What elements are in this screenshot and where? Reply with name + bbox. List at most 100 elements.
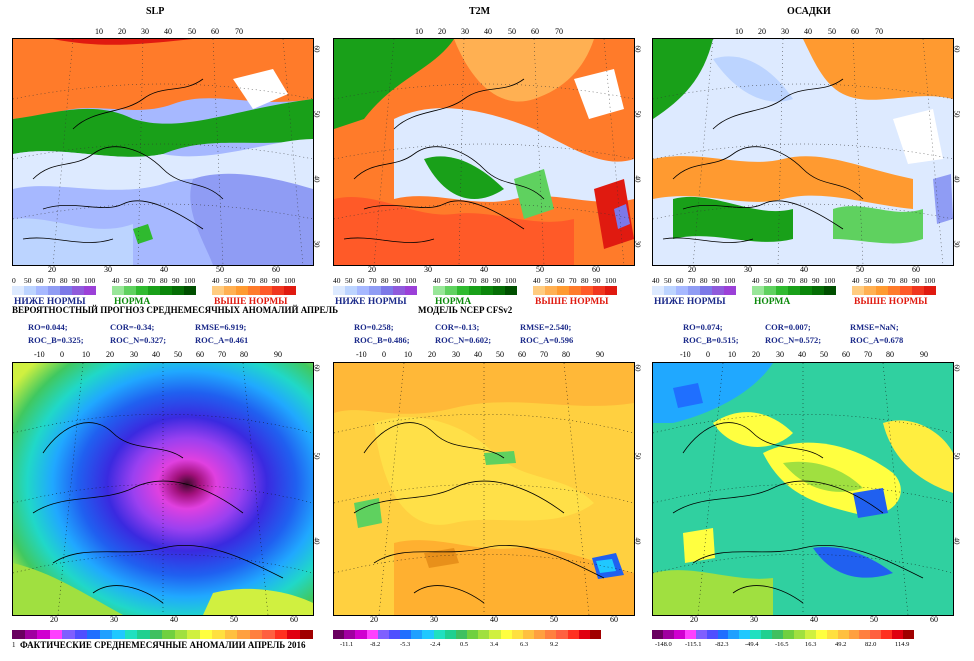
colorbar-swatch <box>49 630 63 639</box>
colorbar-swatch <box>489 630 501 639</box>
legend-tick-label: 70 <box>48 276 56 285</box>
slp-panel-title: SLP <box>146 6 165 17</box>
colorbar-label: 6.3 <box>520 641 529 648</box>
legend-swatch-below <box>700 286 712 295</box>
legend-tick-label: 50 <box>345 276 353 285</box>
legend-tick-label: 60 <box>776 276 784 285</box>
legend-tick-label: 60 <box>236 276 244 285</box>
legend-tick-label: 40 <box>212 276 220 285</box>
legend-swatch-above <box>581 286 593 295</box>
legend-tick-label: 80 <box>260 276 268 285</box>
legend-swatch-normal <box>469 286 481 295</box>
legend-tick-label: 60 <box>676 276 684 285</box>
colorbar-swatch <box>848 630 860 639</box>
legend-tick-label: 60 <box>876 276 884 285</box>
legend-swatch-normal <box>505 286 517 295</box>
legend-tick-label: 40 <box>533 276 541 285</box>
t2m-colorbar <box>333 630 602 639</box>
colorbar-swatch <box>377 630 390 639</box>
legend-swatch-below <box>712 286 724 295</box>
legend-normal-numbers: 40 50 60 70 80 90 100 <box>752 276 850 286</box>
slp-prob-legend: 0 50 60 70 80 90 100 НИЖЕ НОРМЫ 40 50 60 70 80 90 100 Н… <box>12 276 312 312</box>
legend-swatch-normal <box>481 286 493 295</box>
colorbar-swatch <box>545 630 557 639</box>
t2m-roc-a: ROC_A=0.596 <box>520 335 574 345</box>
legend-swatch-above <box>272 286 284 295</box>
colorbar-swatch <box>783 630 795 639</box>
legend-swatch-normal <box>445 286 457 295</box>
precip-ro: RO=0.074; <box>683 322 723 332</box>
legend-swatch-below <box>24 286 36 295</box>
legend-tick-label: 100 <box>605 276 617 285</box>
colorbar-swatch <box>500 630 513 639</box>
colorbar-swatch <box>750 630 762 639</box>
legend-swatch-normal <box>184 286 196 295</box>
legend-tick-label: 100 <box>284 276 296 285</box>
legend-swatch-above <box>224 286 236 295</box>
colorbar-swatch <box>578 630 591 639</box>
legend-swatch-below <box>664 286 676 295</box>
legend-tick-label: 70 <box>569 276 577 285</box>
colorbar-label: 82.0 <box>865 641 877 648</box>
legend-tick-label: 90 <box>593 276 601 285</box>
colorbar-swatch <box>388 630 401 639</box>
colorbar-label: -115.1 <box>685 641 702 648</box>
precip-rmse: RMSE=NaN; <box>850 322 899 332</box>
t2m-bottom-lat-ticks: 60 50 40 <box>633 364 642 545</box>
actual-header: ФАКТИЧЕСКИЕ СРЕДНЕМЕСЯЧНЫЕ АНОМАЛИИ АПРЕ… <box>20 640 306 650</box>
colorbar-label: 16.3 <box>805 641 817 648</box>
legend-swatch-normal <box>776 286 788 295</box>
legend-tick-label: 80 <box>381 276 389 285</box>
colorbar-swatch <box>87 630 100 639</box>
slp-roc-n: ROC_N=0.327; <box>110 335 167 345</box>
legend-tick-label: 100 <box>184 276 196 285</box>
legend-tick-label: 70 <box>688 276 696 285</box>
legend-swatch-normal <box>433 286 445 295</box>
legend-tick-label: 60 <box>557 276 565 285</box>
legend-tick-label: 60 <box>357 276 365 285</box>
colorbar-label: -11.1 <box>340 641 354 648</box>
legend-swatch-normal <box>160 286 172 295</box>
legend-tick-label: 90 <box>272 276 280 285</box>
colorbar-swatch <box>333 630 345 639</box>
legend-swatch-below <box>652 286 664 295</box>
legend-swatch-below <box>381 286 393 295</box>
legend-tick-label: 90 <box>393 276 401 285</box>
legend-swatch-above <box>888 286 900 295</box>
colorbar-label: 0.5 <box>460 641 469 648</box>
legend-tick-label: 100 <box>724 276 736 285</box>
legend-normal-numbers: 40 50 60 70 80 90 100 <box>112 276 210 286</box>
legend-label-normal: НОРМА <box>114 297 151 307</box>
colorbar-swatch <box>12 630 25 639</box>
colorbar-swatch <box>804 630 817 639</box>
legend-swatch-normal <box>764 286 776 295</box>
legend-tick-label: 90 <box>72 276 80 285</box>
precip-roc-b: ROC_B=0.515; <box>683 335 739 345</box>
colorbar-label: 114.9 <box>895 641 910 648</box>
legend-tick-label: 50 <box>864 276 872 285</box>
legend-swatch-normal <box>124 286 136 295</box>
slp-ro: RO=0.044; <box>28 322 68 332</box>
colorbar-swatch <box>695 630 708 639</box>
t2m-lat-ticks: 60 50 40 30 <box>633 45 642 248</box>
legend-tick-label: 70 <box>248 276 256 285</box>
slp-rmse: RMSE=6.919; <box>195 322 247 332</box>
colorbar-swatch <box>400 630 412 639</box>
t2m-rmse: RMSE=2.540; <box>520 322 572 332</box>
colorbar-swatch <box>149 630 163 639</box>
colorbar-swatch <box>903 630 915 639</box>
colorbar-swatch <box>455 630 468 639</box>
colorbar-swatch <box>237 630 250 639</box>
legend-tick-label: 100 <box>84 276 96 285</box>
precip-panel-title: ОСАДКИ <box>787 6 831 17</box>
colorbar-swatch <box>422 630 434 639</box>
legend-swatch-above <box>900 286 912 295</box>
legend-tick-label: 90 <box>172 276 180 285</box>
legend-swatch-normal <box>457 286 469 295</box>
legend-swatch-above <box>248 286 260 295</box>
colorbar-swatch <box>859 630 871 639</box>
colorbar-swatch <box>652 630 664 639</box>
colorbar-swatch <box>124 630 138 639</box>
colorbar-swatch <box>411 630 423 639</box>
colorbar-label: -16.5 <box>775 641 789 648</box>
